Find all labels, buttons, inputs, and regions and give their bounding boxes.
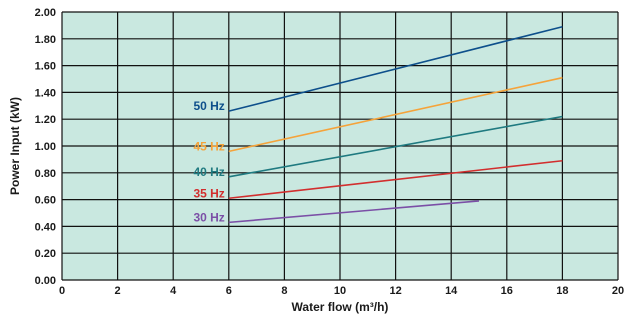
series-line-30-hz	[228, 200, 480, 224]
series-line-40-hz	[228, 115, 563, 178]
series-label-35-hz: 35 Hz	[193, 186, 224, 200]
x-tick-label: 16	[501, 285, 513, 297]
y-tick-label: 2.00	[35, 7, 56, 19]
y-tick-label: 1.60	[35, 61, 56, 73]
y-tick-label: 0.80	[35, 168, 56, 180]
y-tick-label: 0.20	[35, 248, 56, 260]
x-tick-label: 18	[556, 285, 568, 297]
x-tick-label: 2	[115, 285, 121, 297]
grid-lines	[61, 11, 619, 281]
x-tick-label: 4	[170, 285, 177, 297]
x-axis-ticks: 0 2 4 6 8 10 12 14 16 18 20	[59, 285, 624, 297]
x-tick-label: 12	[389, 285, 401, 297]
y-tick-label: 1.80	[35, 34, 56, 46]
y-axis-title: Power Input (kW)	[8, 97, 22, 195]
y-tick-label: 0.60	[35, 195, 56, 207]
x-tick-label: 14	[445, 285, 458, 297]
x-tick-label: 0	[59, 285, 65, 297]
series-line-45-hz	[228, 76, 563, 153]
series-label-40-hz: 40 Hz	[193, 165, 224, 179]
x-axis-title: Water flow (m³/h)	[292, 300, 389, 314]
x-tick-label: 10	[334, 285, 346, 297]
x-tick-label: 8	[281, 285, 287, 297]
series-line-35-hz	[228, 159, 563, 200]
series-label-50-hz: 50 Hz	[193, 99, 224, 113]
y-tick-label: 1.00	[35, 141, 56, 153]
y-axis-ticks: 0.00 0.20 0.40 0.60 0.80 1.00 1.20 1.40 1.60 1.80…	[35, 7, 56, 287]
series-label-45-hz: 45 Hz	[193, 139, 224, 153]
y-tick-label: 1.40	[35, 87, 56, 99]
x-tick-label: 20	[612, 285, 624, 297]
y-tick-label: 0.40	[35, 221, 56, 233]
series-line-50-hz	[228, 25, 563, 112]
series-label-30-hz: 30 Hz	[193, 210, 224, 224]
x-tick-label: 6	[226, 285, 232, 297]
y-tick-label: 1.20	[35, 114, 56, 126]
y-tick-label: 0.00	[35, 275, 56, 287]
series-lines	[228, 25, 563, 224]
series-labels: 50 Hz 45 Hz 40 Hz 35 Hz 30 Hz	[193, 99, 224, 224]
